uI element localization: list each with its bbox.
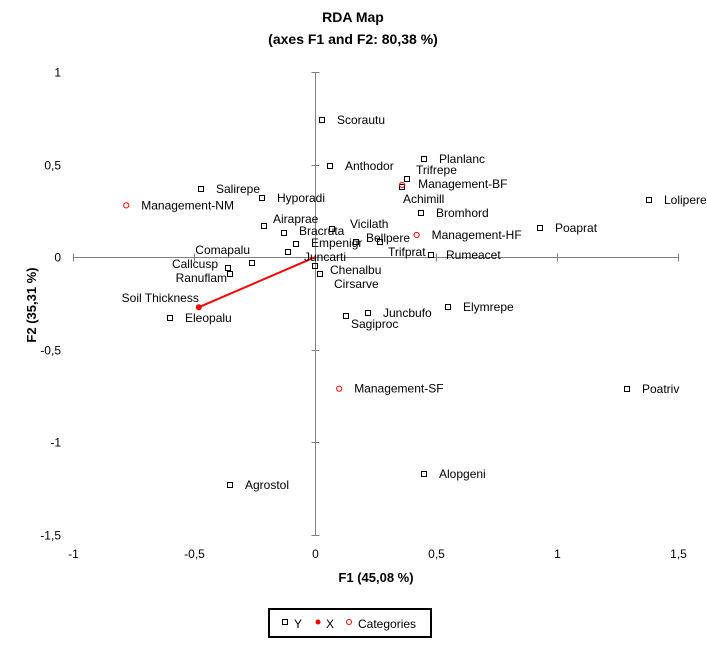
point-category-management-sf (336, 385, 343, 392)
y-tick-label: -1,5 (40, 529, 61, 543)
point-label-sagiproc: Sagiproc (351, 317, 398, 331)
point-y-vicilath (329, 226, 335, 232)
point-y-trifprat (377, 239, 383, 245)
point-label-elymrepe: Elymrepe (463, 300, 514, 314)
point-label-trifprat: Trifprat (388, 245, 426, 259)
point-y-poaprat (537, 225, 543, 231)
point-y-elymrepe (445, 304, 451, 310)
point-label-management-sf: Management-SF (354, 382, 443, 396)
point-label-hyporadi: Hyporadi (277, 191, 325, 205)
point-y-juncbufo (365, 310, 371, 316)
point-label-bellpere: Bellpere (366, 231, 410, 245)
point-label-management-hf: Management-HF (432, 228, 522, 242)
point-label-callcusp: Callcusp (172, 257, 218, 271)
point-label-poaprat: Poaprat (555, 221, 598, 235)
point-label-ranuflam: Ranuflam (176, 271, 227, 285)
point-label-chenalbu: Chenalbu (330, 263, 381, 277)
legend-categories-marker (346, 619, 352, 625)
point-y-alopgeni (421, 471, 427, 477)
point-x-soil-thickness (195, 304, 202, 311)
point-label-eleopalu: Eleopalu (185, 311, 232, 325)
x-tick-label: 0 (312, 547, 319, 561)
legend-categories-label: Categories (358, 617, 416, 631)
point-label-juncbufo: Juncbufo (383, 306, 432, 320)
point-y-juncarti (285, 249, 291, 255)
vector-soil-thickness (198, 256, 316, 309)
point-label-management-nm: Management-NM (141, 198, 234, 212)
point-y-scorautu (319, 117, 325, 123)
point-label-salirepe: Salirepe (216, 182, 260, 196)
chart-title: RDA Map (322, 9, 384, 25)
point-y-bracruta (281, 230, 287, 236)
x-tick-label: -0,5 (184, 547, 205, 561)
point-label-comapalu: Comapalu (195, 243, 250, 257)
point-y-anthodor (327, 163, 333, 169)
point-y-sagiproc (343, 313, 349, 319)
point-label-poatriv: Poatriv (642, 382, 679, 396)
point-y-empenigr (293, 241, 299, 247)
point-label-juncarti: Juncarti (304, 250, 346, 264)
point-label-rumeacet: Rumeacet (446, 248, 501, 262)
y-tick-label: -0,5 (40, 344, 61, 358)
point-y-eleopalu (167, 315, 173, 321)
x-tick-label: 1,5 (670, 547, 687, 561)
point-label-bromhord: Bromhord (436, 206, 489, 220)
point-y-bromhord (418, 210, 424, 216)
legend-x-marker (315, 619, 321, 625)
x-axis-label: F1 (45,08 %) (338, 570, 413, 585)
point-y-salirepe (198, 186, 204, 192)
point-y-agrostol (227, 482, 233, 488)
point-label-trifrepe: Trifrepe (416, 163, 457, 177)
point-label-agrostol: Agrostol (245, 478, 289, 492)
point-y-airaprae (261, 223, 267, 229)
point-label-cirsarve: Cirsarve (334, 277, 379, 291)
x-tick-label: -1 (68, 547, 79, 561)
point-label-vicilath: Vicilath (350, 217, 388, 231)
tick-labels: -1 -0,5 0 0,5 1 1,5 1 0,5 0 -0,5 -1 -1,5 (40, 66, 687, 562)
point-y-cirsarve (317, 271, 323, 277)
legend-y-label: Y (294, 617, 302, 631)
point-y-bellpere (353, 239, 359, 245)
point-label-anthodor: Anthodor (345, 159, 394, 173)
legend-x-label: X (326, 617, 334, 631)
y-tick-label: 0 (54, 251, 61, 265)
point-y-trifrepe (404, 176, 410, 182)
point-label-bracruta: Bracruta (299, 224, 345, 238)
point-y-poatriv (624, 386, 630, 392)
point-y-ranuflam (227, 271, 233, 277)
y-tick-label: 0,5 (44, 159, 61, 173)
point-label-achimill: Achimill (403, 192, 444, 206)
axes (73, 72, 679, 536)
point-y-callcusp (225, 265, 231, 271)
legend-frame (268, 608, 432, 638)
point-label-lolipere: Lolipere (664, 193, 707, 207)
point-y-chenalbu (312, 263, 318, 269)
point-label-soil-thickness: Soil Thickness (122, 291, 199, 305)
point-category-management-nm (123, 202, 130, 209)
point-y-achimill (399, 184, 405, 190)
point-label-management-bf: Management-BF (418, 177, 507, 191)
point-y-hyporadi (259, 195, 265, 201)
point-label-planlanc: Planlanc (439, 152, 485, 166)
x-tick-label: 1 (554, 547, 561, 561)
y-tick-label: -1 (50, 436, 61, 450)
point-label-airaprae: Airaprae (273, 212, 319, 226)
y-axis-label: F2 (35,31 %) (24, 267, 39, 342)
legend-y-marker (282, 619, 288, 625)
y-tick-label: 1 (54, 66, 61, 80)
point-label-alopgeni: Alopgeni (439, 467, 486, 481)
x-tick-label: 0,5 (428, 547, 445, 561)
point-category-management-bf (399, 181, 406, 189)
point-category-management-hf (413, 231, 420, 239)
point-y-lolipere (646, 197, 652, 203)
legend: Y X Categories (268, 608, 432, 638)
chart-subtitle: (axes F1 and F2: 80,38 %) (268, 31, 438, 47)
point-label-scorautu: Scorautu (337, 113, 385, 127)
point-y-comapalu (249, 260, 255, 266)
point-y-planlanc (421, 156, 427, 162)
point-label-empenigr: Empenigr (311, 236, 362, 250)
point-y-rumeacet (428, 252, 434, 258)
